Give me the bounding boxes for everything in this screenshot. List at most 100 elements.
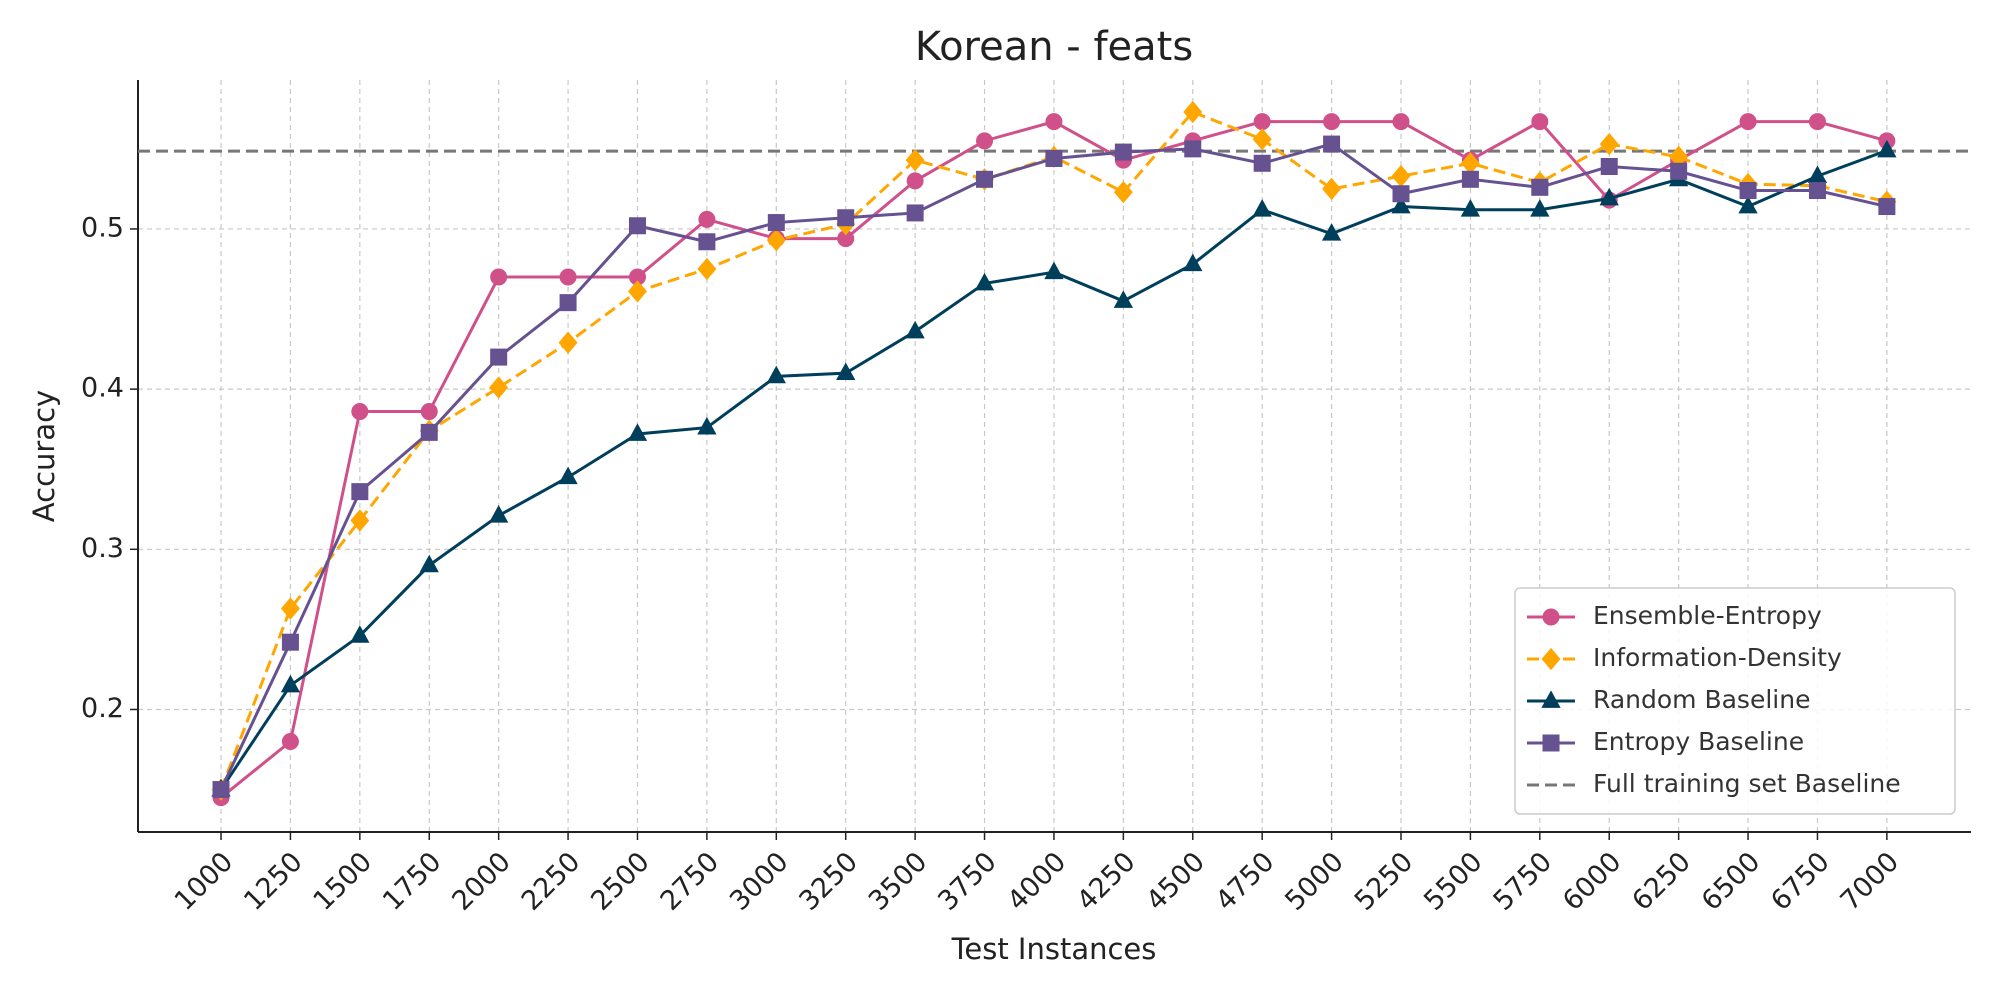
x-tick-label: 2000 — [446, 846, 517, 917]
x-tick-label: 4750 — [1210, 846, 1281, 917]
y-tick-label: 0.2 — [81, 693, 124, 724]
x-tick-label: 5500 — [1418, 846, 1489, 917]
x-tick-label: 2750 — [655, 846, 726, 917]
legend-label: Information-Density — [1593, 643, 1842, 672]
x-tick-label: 3750 — [932, 846, 1003, 917]
marker — [628, 280, 647, 303]
marker — [697, 257, 717, 281]
marker — [628, 217, 646, 235]
marker — [1391, 164, 1411, 188]
marker — [212, 781, 230, 799]
x-tick-label: 1750 — [377, 846, 448, 917]
marker — [1044, 261, 1064, 280]
marker — [1045, 149, 1063, 167]
marker — [905, 320, 925, 339]
marker — [1252, 128, 1272, 151]
legend-label: Random Baseline — [1593, 685, 1810, 714]
marker — [1542, 734, 1560, 752]
y-axis-label: Accuracy — [27, 390, 61, 522]
marker — [906, 172, 924, 190]
marker — [1531, 113, 1549, 131]
marker — [350, 509, 370, 532]
marker — [1252, 199, 1272, 217]
marker — [489, 505, 509, 523]
marker — [281, 733, 299, 751]
x-tick-label: 2250 — [516, 846, 587, 917]
marker — [698, 233, 716, 251]
marker — [1531, 178, 1549, 196]
marker — [1670, 162, 1688, 180]
marker — [1599, 132, 1619, 156]
marker — [976, 170, 994, 188]
marker — [350, 625, 370, 643]
marker — [836, 362, 856, 381]
x-tick-label: 6250 — [1626, 846, 1697, 917]
marker — [1253, 154, 1271, 172]
x-tick-label: 3500 — [863, 846, 934, 917]
marker — [1392, 185, 1410, 203]
legend-label: Entropy Baseline — [1593, 727, 1804, 756]
marker — [1878, 198, 1896, 216]
marker — [837, 209, 855, 227]
y-tick-label: 0.3 — [81, 533, 124, 564]
x-tick-label: 5750 — [1488, 846, 1559, 917]
marker — [1392, 113, 1410, 131]
marker — [351, 403, 369, 421]
x-tick-label: 7000 — [1835, 846, 1906, 917]
marker — [1738, 195, 1758, 214]
marker — [420, 423, 438, 441]
marker — [1808, 182, 1826, 200]
marker — [559, 268, 577, 286]
x-tick-label: 1500 — [308, 846, 379, 917]
marker — [1323, 135, 1341, 153]
legend-label: Full training set Baseline — [1593, 769, 1901, 798]
x-tick-label: 5000 — [1279, 846, 1350, 917]
marker — [559, 294, 577, 312]
marker — [1391, 195, 1411, 214]
marker — [558, 466, 578, 485]
x-tick-label: 4500 — [1141, 846, 1212, 917]
x-tick-label: 5250 — [1349, 846, 1420, 917]
marker — [1599, 187, 1619, 206]
marker — [281, 633, 299, 651]
marker — [766, 228, 786, 252]
x-tick-label: 1000 — [169, 846, 240, 917]
marker — [1184, 140, 1202, 158]
marker — [974, 272, 995, 291]
x-tick-label: 6750 — [1765, 846, 1836, 917]
marker — [1253, 113, 1271, 131]
marker — [1739, 182, 1757, 200]
marker — [698, 210, 716, 228]
x-axis-label: Test Instances — [951, 932, 1157, 966]
x-tick-label: 3250 — [793, 846, 864, 917]
x-tick-label: 6000 — [1557, 846, 1628, 917]
y-tick-label: 0.4 — [81, 373, 124, 404]
marker — [351, 483, 369, 501]
marker — [766, 365, 786, 384]
marker — [767, 214, 785, 232]
marker — [627, 423, 648, 441]
marker — [1114, 143, 1132, 161]
marker — [976, 132, 994, 150]
marker — [1541, 690, 1561, 708]
marker — [280, 597, 300, 620]
marker — [1183, 100, 1203, 124]
marker — [1113, 180, 1133, 204]
marker — [1461, 170, 1479, 188]
marker — [490, 268, 508, 286]
x-tick-label: 4250 — [1071, 846, 1142, 917]
legend-box — [1514, 587, 1956, 815]
marker — [419, 554, 439, 573]
marker — [420, 403, 438, 421]
marker — [1541, 647, 1561, 671]
marker — [1600, 157, 1618, 175]
marker — [1739, 113, 1757, 131]
marker — [558, 331, 578, 354]
marker — [906, 204, 924, 222]
marker — [1321, 223, 1342, 241]
chart-title: Korean - feats — [915, 24, 1193, 70]
marker — [1530, 199, 1550, 217]
marker — [1460, 199, 1481, 217]
marker — [1045, 113, 1063, 131]
